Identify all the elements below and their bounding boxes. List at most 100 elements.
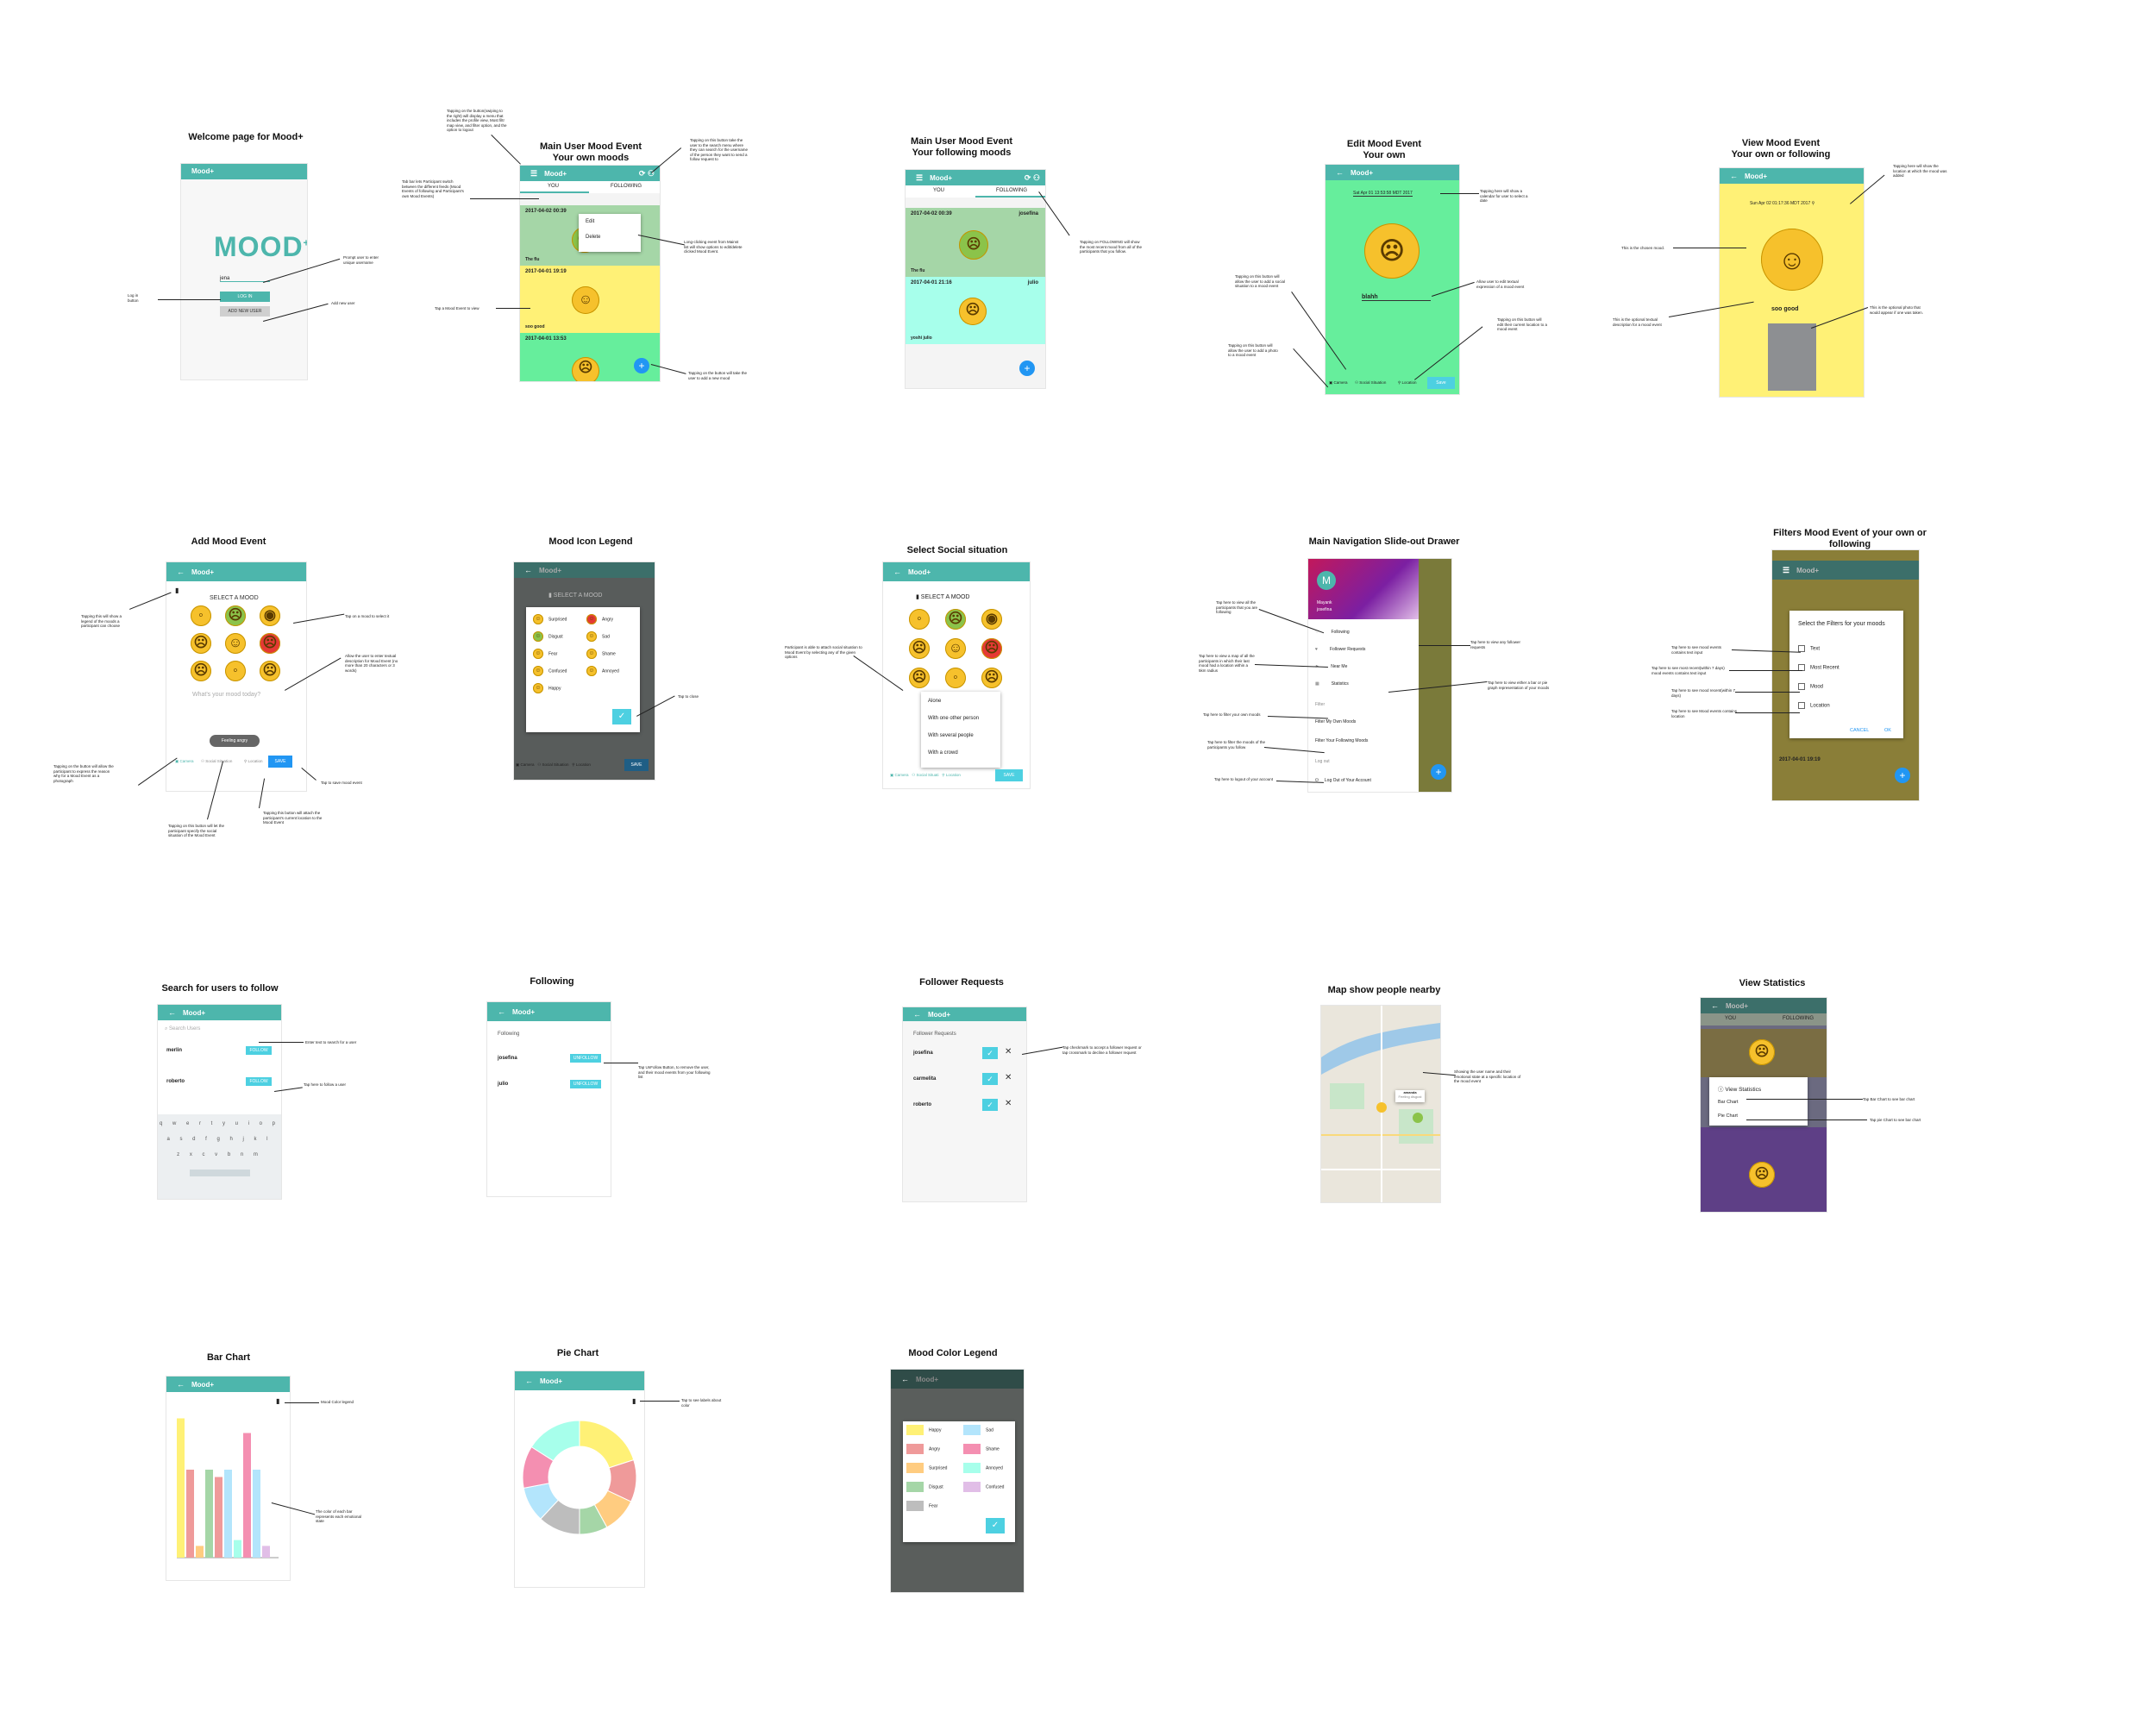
back-icon[interactable]: ← [893,568,901,576]
back-icon[interactable]: ← [1730,172,1738,180]
surprised-icon[interactable]: ◦ [191,605,211,626]
happy-icon[interactable]: ☺ [225,633,246,654]
follow-button[interactable]: FOLLOW [246,1046,272,1055]
filter-option[interactable]: Text [1798,645,1820,652]
back-icon[interactable]: ← [177,568,185,576]
legend-icon[interactable]: ▮ [632,1397,636,1405]
logout-button[interactable]: ⏻ Log Out of Your Account [1315,778,1371,783]
checkbox[interactable] [1798,683,1805,690]
search-input[interactable]: ⌕ Search Users [165,1026,201,1032]
check-icon[interactable]: ✓ [612,709,631,724]
filter-own[interactable]: Filter My Own Moods [1315,719,1357,724]
save-button[interactable]: SAVE [995,769,1023,781]
save-button[interactable]: SAVE [268,756,292,768]
checkbox[interactable] [1798,645,1805,652]
reason-input[interactable]: What's your mood today? [192,692,261,698]
accept-check-icon[interactable]: ✓ [982,1047,998,1059]
location-button[interactable]: ⚲ Location [1398,380,1417,385]
tab-you[interactable]: YOU [933,188,945,193]
back-icon[interactable]: ← [177,1380,185,1389]
back-icon[interactable]: ← [168,1008,176,1017]
sad-icon[interactable]: ☹ [191,661,211,681]
angry-icon[interactable]: ☹ [981,638,1002,659]
cancel-button[interactable]: CANCEL [1850,728,1870,733]
keyboard-row[interactable]: a s d f g h j k l [166,1137,273,1142]
decline-cross-icon[interactable]: ✕ [1005,1047,1012,1057]
map-screen[interactable]: amanda Feeling disgust [1321,1006,1440,1202]
filter-option[interactable]: Location [1798,702,1830,709]
filter-option[interactable]: Most Recent [1798,664,1839,671]
back-icon[interactable]: ← [525,1377,533,1385]
disgust-icon[interactable]: ☹ [945,609,966,630]
filter-option[interactable]: Mood [1798,683,1823,690]
drawer-item[interactable]: ♡ Following [1315,630,1350,635]
keyboard-row[interactable]: z x c v b n m [177,1152,262,1157]
decline-cross-icon[interactable]: ✕ [1005,1099,1012,1108]
back-icon[interactable]: ← [913,1010,921,1019]
username-input[interactable]: jena [220,276,270,282]
bar-chart-option[interactable]: Bar Chart [1718,1100,1739,1105]
fear-icon[interactable]: ◉ [260,605,280,626]
menu-icon[interactable]: ☰ [530,169,538,178]
location-pin-icon[interactable]: ⚲ [1811,201,1815,206]
surprised-icon[interactable]: ◦ [909,609,930,630]
add-user-button[interactable]: ADD NEW USER [220,306,270,317]
unfollow-button[interactable]: UNFOLLOW [570,1080,601,1088]
bookmark-icon[interactable]: ▮ [175,586,179,594]
mood-card[interactable]: 2017-04-01 19:19 ☺ soo good [520,266,660,333]
tab-you[interactable]: YOU [548,184,560,189]
accept-check-icon[interactable]: ✓ [982,1073,998,1085]
add-mood-fab[interactable]: + [634,358,649,373]
check-icon[interactable]: ✓ [986,1518,1005,1533]
menu-edit[interactable]: Edit [586,219,595,224]
refresh-icon[interactable]: ⟳ ⚇ [638,169,655,178]
decline-cross-icon[interactable]: ✕ [1005,1073,1012,1082]
tab-following[interactable]: FOLLOWING [996,188,1028,193]
drawer-item[interactable]: ▦ Statistics [1315,681,1349,687]
camera-button[interactable]: ▣ Camera [175,759,194,763]
login-button[interactable]: LOG IN [220,292,270,302]
legend-icon[interactable]: ▮ [276,1397,280,1405]
menu-delete[interactable]: Delete [586,235,601,240]
reason-input[interactable]: blahh [1362,294,1431,301]
social-option[interactable]: Alone [928,699,942,704]
social-option[interactable]: With one other person [928,716,980,721]
checkbox[interactable] [1798,702,1805,709]
refresh-icon[interactable]: ⟳ ⚇ [1024,173,1040,182]
drawer-item[interactable]: ♥ Follower Requests [1315,647,1365,652]
keyboard-row[interactable]: q w e r t y u i o p [159,1121,280,1126]
space-bar[interactable] [189,1170,250,1176]
mood-card[interactable]: 2017-04-01 21:16 julio ☹ yoshi julio [906,277,1045,344]
back-icon[interactable]: ← [498,1007,505,1016]
follow-button[interactable]: FOLLOW [246,1077,272,1086]
keyboard[interactable]: q w e r t y u i o p a s d f g h j k l z … [158,1114,281,1199]
ok-button[interactable]: OK [1884,728,1891,733]
confused-icon[interactable]: ☹ [909,638,930,659]
social-option[interactable]: With several people [928,733,974,738]
back-icon[interactable]: ← [1336,168,1344,177]
location-button[interactable]: ⚲ Location [244,759,263,763]
mood-card[interactable]: 2017-04-02 00:39 josefina ☹ The flu [906,208,1045,277]
add-mood-fab[interactable]: + [1019,361,1035,376]
fear-icon[interactable]: ◉ [981,609,1002,630]
shame-icon[interactable]: ◦ [225,661,246,681]
shame-icon[interactable]: ◦ [945,668,966,688]
pie-chart-option[interactable]: Pie Chart [1718,1113,1738,1119]
camera-button[interactable]: ▣ Camera [1329,380,1348,385]
annoyed-icon[interactable]: ☹ [981,668,1002,688]
happy-icon[interactable]: ☺ [945,638,966,659]
map-pin-label[interactable]: amanda Feeling disgust [1395,1090,1425,1102]
social-option[interactable]: With a crowd [928,750,958,756]
disgust-icon[interactable]: ☹ [225,605,246,626]
mood-card[interactable]: 2017-04-01 13:53 ☹ [520,333,660,381]
save-button[interactable]: Save [1427,377,1455,389]
accept-check-icon[interactable]: ✓ [982,1099,998,1111]
annoyed-icon[interactable]: ☹ [260,661,280,681]
filter-following[interactable]: Filter Your Following Moods [1315,738,1369,743]
sad-icon[interactable]: ☹ [909,668,930,688]
social-button[interactable]: ⚇ Social Situation [1355,380,1387,385]
menu-icon[interactable]: ☰ [916,173,924,182]
confused-icon[interactable]: ☹ [191,633,211,654]
unfollow-button[interactable]: UNFOLLOW [570,1054,601,1063]
tab-following[interactable]: FOLLOWING [611,184,642,189]
